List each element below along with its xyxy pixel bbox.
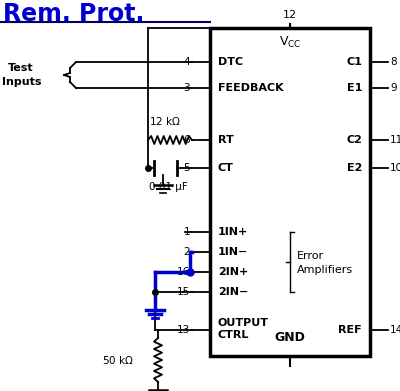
Text: 14: 14 (390, 325, 400, 335)
Bar (210, 28, 370, 356)
Text: Inputs: Inputs (2, 77, 42, 87)
Text: 12 k$\Omega$: 12 k$\Omega$ (149, 115, 181, 127)
Text: 2IN−: 2IN− (218, 287, 248, 297)
Text: 3: 3 (183, 83, 190, 93)
Text: 50 k$\Omega$: 50 k$\Omega$ (102, 354, 134, 366)
Text: C2: C2 (346, 135, 362, 145)
Text: DTC: DTC (218, 57, 243, 67)
Text: CTRL: CTRL (218, 330, 249, 340)
Text: 2IN+: 2IN+ (218, 267, 248, 277)
Text: 1IN+: 1IN+ (218, 227, 248, 237)
Text: OUTPUT: OUTPUT (218, 318, 269, 328)
Text: 8: 8 (390, 57, 397, 67)
Text: Test: Test (8, 63, 34, 73)
Text: 16: 16 (177, 267, 190, 277)
Text: RT: RT (218, 135, 234, 145)
Text: Amplifiers: Amplifiers (297, 265, 353, 275)
Text: FEEDBACK: FEEDBACK (218, 83, 284, 93)
Text: C1: C1 (346, 57, 362, 67)
Text: 9: 9 (390, 83, 397, 93)
Text: 6: 6 (183, 135, 190, 145)
Text: $\mathregular{V_{CC}}$: $\mathregular{V_{CC}}$ (279, 34, 301, 50)
Text: 4: 4 (183, 57, 190, 67)
Text: Rem. Prot.: Rem. Prot. (3, 2, 144, 26)
Text: 1IN−: 1IN− (218, 247, 248, 257)
Text: 1: 1 (183, 227, 190, 237)
Text: 0.01 μF: 0.01 μF (149, 182, 187, 192)
Text: Error: Error (297, 251, 324, 261)
Text: CT: CT (218, 163, 234, 173)
Text: E2: E2 (347, 163, 362, 173)
Text: 13: 13 (177, 325, 190, 335)
Text: 10: 10 (390, 163, 400, 173)
Text: 12: 12 (283, 10, 297, 20)
Text: 11: 11 (390, 135, 400, 145)
Text: REF: REF (338, 325, 362, 335)
Text: GND: GND (274, 331, 306, 344)
Text: 5: 5 (183, 163, 190, 173)
Text: E1: E1 (347, 83, 362, 93)
Text: 2: 2 (183, 247, 190, 257)
Text: 15: 15 (177, 287, 190, 297)
